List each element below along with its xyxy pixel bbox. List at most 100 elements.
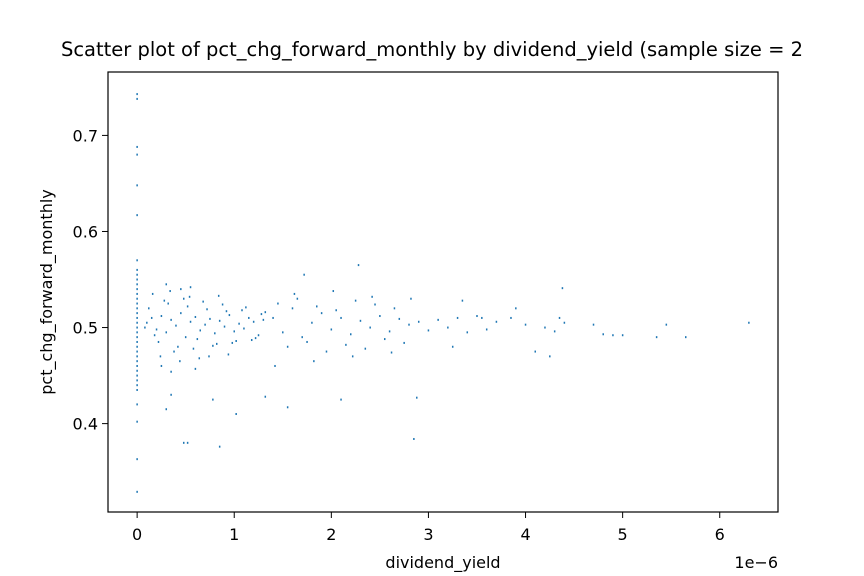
data-point <box>136 379 138 382</box>
data-point <box>260 313 263 316</box>
data-point <box>243 327 245 330</box>
data-point <box>350 333 352 336</box>
data-point <box>216 342 218 345</box>
data-point <box>165 283 168 286</box>
data-point <box>544 326 546 329</box>
data-point <box>136 321 138 324</box>
x-tick-label: 4 <box>520 525 530 544</box>
chart-title: Scatter plot of pct_chg_forward_monthly … <box>61 38 803 61</box>
data-point <box>136 307 138 310</box>
data-point <box>196 338 199 341</box>
data-point <box>136 364 138 367</box>
data-point <box>534 350 536 353</box>
x-tick-label: 2 <box>326 525 336 544</box>
data-point <box>136 316 138 319</box>
data-point <box>136 458 138 461</box>
data-point <box>524 323 527 326</box>
data-point <box>311 321 313 324</box>
data-point <box>148 307 150 310</box>
data-point <box>335 309 337 312</box>
data-point <box>202 300 204 303</box>
data-point <box>136 374 138 377</box>
data-point <box>182 441 185 444</box>
data-point <box>136 93 138 96</box>
data-point <box>388 330 391 333</box>
x-tick-label: 0 <box>132 525 142 544</box>
data-point <box>248 316 250 319</box>
data-point <box>277 302 279 305</box>
y-tick-label: 0.7 <box>73 126 98 145</box>
data-point <box>199 329 201 332</box>
data-point <box>136 273 138 276</box>
data-point <box>186 441 189 444</box>
data-point <box>167 302 169 305</box>
data-point <box>231 341 234 344</box>
data-point <box>136 288 138 291</box>
data-point <box>390 351 393 354</box>
y-tick-label: 0.5 <box>73 319 98 338</box>
data-point <box>313 360 315 363</box>
data-point <box>136 360 138 363</box>
data-point <box>245 306 247 309</box>
data-point <box>262 318 265 321</box>
data-point <box>136 278 138 281</box>
data-point <box>602 333 604 336</box>
data-point <box>466 331 469 334</box>
data-point <box>136 340 138 343</box>
data-point <box>655 336 658 339</box>
data-point <box>403 341 405 344</box>
data-point <box>136 331 138 334</box>
data-point <box>437 318 439 321</box>
data-point <box>169 290 171 293</box>
data-point <box>208 355 210 358</box>
data-point <box>748 321 750 324</box>
data-point <box>332 290 335 293</box>
data-point <box>340 316 342 319</box>
data-point <box>264 311 267 314</box>
data-point <box>286 345 289 348</box>
data-point <box>212 344 214 347</box>
x-axis-label: dividend_yield <box>385 553 500 573</box>
data-point <box>456 316 459 319</box>
data-point <box>303 273 305 276</box>
data-point <box>359 319 362 322</box>
data-point <box>144 326 146 329</box>
data-point <box>194 367 197 370</box>
data-point <box>194 315 197 318</box>
data-point <box>286 406 289 409</box>
data-point <box>155 328 158 331</box>
data-point <box>136 355 138 358</box>
data-point <box>351 355 354 358</box>
data-point <box>136 403 138 406</box>
data-point <box>320 312 323 315</box>
data-point <box>136 369 138 372</box>
data-point <box>189 286 192 289</box>
data-point <box>301 336 303 339</box>
data-point <box>354 299 357 302</box>
data-point <box>151 292 154 295</box>
data-point <box>136 384 138 387</box>
y-axis: 0.4 0.5 0.6 0.7 <box>73 126 108 434</box>
data-point <box>136 297 138 300</box>
data-point <box>184 336 187 339</box>
data-point <box>218 319 221 322</box>
data-point <box>374 303 376 306</box>
data-point <box>186 305 189 308</box>
data-point <box>170 393 172 396</box>
data-point <box>235 413 237 416</box>
y-tick-label: 0.6 <box>73 222 98 241</box>
data-point <box>330 328 333 331</box>
data-point <box>177 345 179 348</box>
data-point <box>170 370 172 373</box>
data-point <box>665 323 668 326</box>
data-point <box>393 307 396 310</box>
data-point <box>357 264 360 267</box>
data-point <box>561 287 564 290</box>
data-point <box>306 340 308 343</box>
data-point <box>159 355 162 358</box>
data-point <box>274 364 276 367</box>
data-point <box>250 339 253 342</box>
data-point <box>369 326 371 329</box>
data-point <box>136 259 138 262</box>
